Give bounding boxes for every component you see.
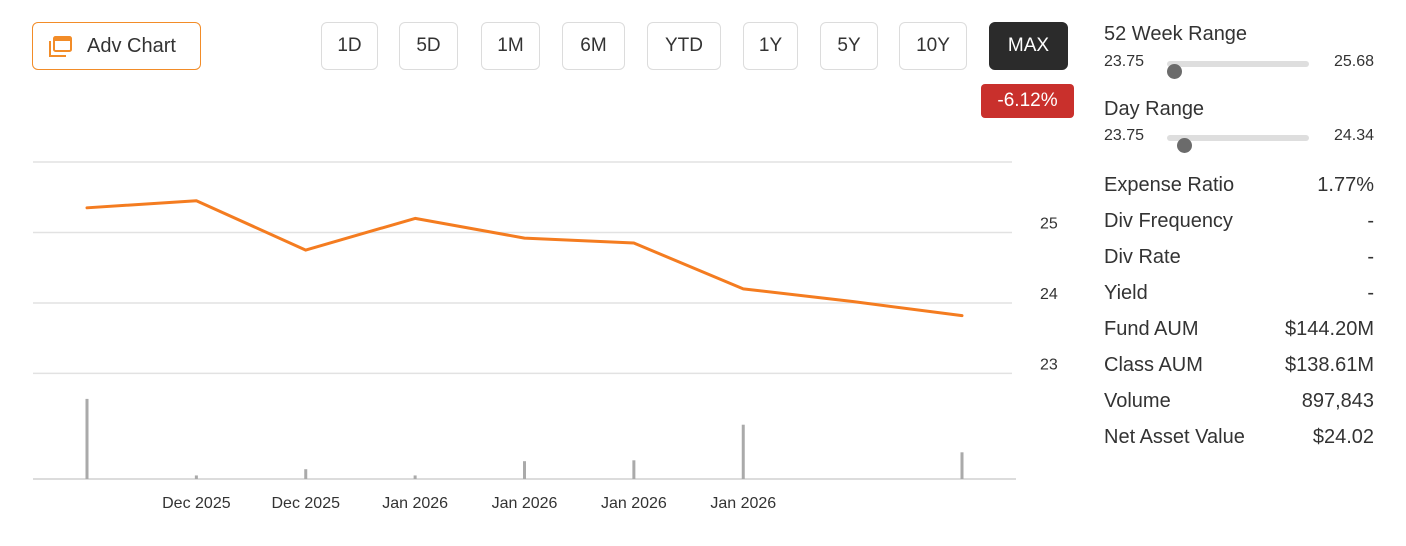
x-tick-label: Dec 2025 bbox=[162, 495, 231, 512]
week52-range-bar: 23.75 25.68 bbox=[1104, 53, 1374, 79]
volume-bars bbox=[85, 398, 964, 479]
week52-track bbox=[1167, 61, 1309, 79]
x-tick-label: Jan 2026 bbox=[601, 495, 667, 512]
stat-value: 897,843 bbox=[1301, 390, 1374, 412]
stat-row-volume: Volume 897,843 bbox=[1104, 390, 1374, 416]
stat-label: Div Rate bbox=[1104, 246, 1181, 268]
y-tick-label: 23 bbox=[1040, 356, 1058, 373]
x-tick-label: Jan 2026 bbox=[710, 495, 776, 512]
range-button-1y[interactable]: 1Y bbox=[743, 22, 798, 70]
volume-bar bbox=[85, 398, 89, 479]
stat-value: $138.61M bbox=[1285, 354, 1374, 376]
day-low: 23.75 bbox=[1104, 127, 1145, 144]
price-line-series bbox=[85, 199, 964, 318]
range-button-1d[interactable]: 1D bbox=[321, 22, 378, 70]
stat-label: Div Frequency bbox=[1104, 210, 1233, 232]
stat-row-div-frequency: Div Frequency - bbox=[1104, 210, 1374, 236]
stat-label: Expense Ratio bbox=[1104, 174, 1235, 196]
stat-label: Volume bbox=[1104, 390, 1171, 412]
volume-bar bbox=[523, 461, 526, 479]
x-tick-label: Dec 2025 bbox=[272, 495, 341, 512]
stat-row-fund-aum: Fund AUM $144.20M bbox=[1104, 318, 1374, 344]
range-button-6m[interactable]: 6M bbox=[562, 22, 625, 70]
chart-gridlines bbox=[33, 161, 1016, 480]
adv-chart-button[interactable]: Adv Chart bbox=[32, 22, 201, 70]
change-percent-badge: -6.12% bbox=[981, 84, 1074, 118]
adv-chart-label: Adv Chart bbox=[87, 35, 176, 57]
stat-value: $144.20M bbox=[1285, 318, 1374, 340]
volume-bar bbox=[413, 475, 417, 479]
week52-marker bbox=[1167, 64, 1183, 79]
stat-row-class-aum: Class AUM $138.61M bbox=[1104, 354, 1374, 380]
stat-label: Yield bbox=[1104, 282, 1148, 304]
day-range-title: Day Range bbox=[1104, 98, 1205, 120]
stat-value: $24.02 bbox=[1312, 426, 1374, 448]
day-track bbox=[1167, 135, 1309, 153]
y-tick-label: 25 bbox=[1040, 215, 1058, 232]
stat-label: Net Asset Value bbox=[1104, 426, 1245, 448]
volume-bar bbox=[960, 452, 964, 479]
x-tick-label: Jan 2026 bbox=[382, 495, 448, 512]
range-button-max[interactable]: MAX bbox=[989, 22, 1068, 70]
y-axis-ticks: 23 24 25 bbox=[1040, 215, 1058, 373]
day-range-bar: 23.75 24.34 bbox=[1104, 127, 1374, 153]
stat-value: - bbox=[1367, 282, 1374, 304]
stat-value: - bbox=[1367, 210, 1374, 232]
x-axis-ticks: Dec 2025 Dec 2025 Jan 2026 Jan 2026 Jan 2026… bbox=[162, 495, 776, 512]
y-tick-label: 24 bbox=[1040, 286, 1058, 303]
stat-value: 1.77% bbox=[1317, 174, 1374, 196]
volume-bar bbox=[304, 469, 308, 479]
volume-bar bbox=[741, 424, 745, 479]
range-button-1m[interactable]: 1M bbox=[481, 22, 540, 70]
day-high: 24.34 bbox=[1333, 127, 1374, 144]
week52-low: 23.75 bbox=[1104, 53, 1145, 70]
stat-row-net-asset-value: Net Asset Value $24.02 bbox=[1104, 426, 1374, 452]
range-button-5y[interactable]: 5Y bbox=[820, 22, 878, 70]
stat-row-div-rate: Div Rate - bbox=[1104, 246, 1374, 272]
stat-label: Fund AUM bbox=[1104, 318, 1199, 340]
price-chart: 23 24 25 Dec 2025 Dec 2025 Jan 2026 Jan 2026 J… bbox=[33, 161, 1058, 512]
range-button-10y[interactable]: 10Y bbox=[899, 22, 967, 70]
price-line bbox=[85, 199, 964, 318]
volume-bar bbox=[632, 460, 636, 479]
chart-window-icon bbox=[49, 36, 72, 57]
range-button-ytd[interactable]: YTD bbox=[647, 22, 721, 70]
stat-row-expense-ratio: Expense Ratio 1.77% bbox=[1104, 174, 1374, 200]
volume-bar bbox=[194, 475, 198, 479]
day-marker bbox=[1177, 138, 1193, 153]
stat-value: - bbox=[1367, 246, 1374, 268]
stat-label: Class AUM bbox=[1104, 354, 1203, 376]
x-tick-label: Jan 2026 bbox=[492, 495, 558, 512]
range-button-5d[interactable]: 5D bbox=[399, 22, 458, 70]
stat-row-yield: Yield - bbox=[1104, 282, 1374, 308]
week52-range-title: 52 Week Range bbox=[1104, 23, 1248, 45]
week52-high: 25.68 bbox=[1333, 53, 1374, 70]
